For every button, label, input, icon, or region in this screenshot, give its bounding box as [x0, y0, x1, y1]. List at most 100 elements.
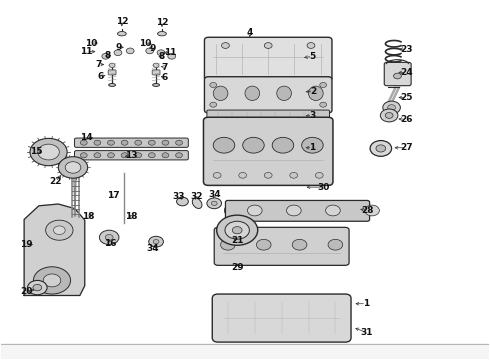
- Text: 3: 3: [309, 111, 316, 120]
- Circle shape: [80, 153, 87, 158]
- Circle shape: [126, 48, 134, 54]
- Text: 18: 18: [125, 212, 138, 221]
- Circle shape: [148, 153, 155, 158]
- Circle shape: [302, 137, 323, 153]
- Circle shape: [320, 82, 327, 87]
- Circle shape: [162, 140, 169, 145]
- Circle shape: [380, 109, 398, 122]
- Text: 33: 33: [173, 192, 185, 201]
- Circle shape: [385, 113, 393, 118]
- Circle shape: [27, 280, 47, 295]
- FancyBboxPatch shape: [384, 62, 411, 86]
- Circle shape: [99, 230, 119, 244]
- Circle shape: [114, 50, 122, 55]
- Circle shape: [121, 140, 128, 145]
- Circle shape: [105, 234, 113, 240]
- FancyBboxPatch shape: [214, 227, 349, 265]
- FancyBboxPatch shape: [0, 344, 490, 360]
- Circle shape: [149, 236, 163, 247]
- Text: 11: 11: [165, 48, 177, 57]
- Text: 31: 31: [360, 328, 372, 337]
- Text: 20: 20: [20, 287, 32, 296]
- Ellipse shape: [192, 198, 202, 208]
- Circle shape: [287, 205, 301, 216]
- Circle shape: [247, 205, 262, 216]
- Text: 11: 11: [80, 47, 93, 56]
- Text: 1: 1: [363, 299, 369, 308]
- Circle shape: [243, 137, 264, 153]
- Polygon shape: [24, 204, 85, 296]
- FancyBboxPatch shape: [204, 77, 332, 113]
- Circle shape: [365, 205, 379, 216]
- FancyBboxPatch shape: [212, 294, 351, 342]
- Circle shape: [102, 53, 110, 59]
- Text: 12: 12: [156, 18, 168, 27]
- Text: 6: 6: [161, 73, 168, 82]
- Ellipse shape: [153, 84, 159, 86]
- Circle shape: [121, 153, 128, 158]
- Circle shape: [94, 140, 101, 145]
- FancyBboxPatch shape: [108, 70, 116, 75]
- Ellipse shape: [109, 84, 116, 86]
- Text: 7: 7: [95, 60, 101, 69]
- Circle shape: [220, 239, 235, 250]
- Circle shape: [290, 172, 297, 178]
- Text: 4: 4: [246, 28, 253, 37]
- Text: 32: 32: [190, 192, 202, 201]
- Text: 9: 9: [116, 43, 122, 52]
- Ellipse shape: [277, 86, 292, 100]
- Circle shape: [211, 201, 217, 206]
- Text: 10: 10: [139, 39, 151, 48]
- Circle shape: [213, 172, 221, 178]
- Text: 14: 14: [80, 133, 93, 142]
- Ellipse shape: [213, 86, 228, 100]
- Circle shape: [393, 73, 401, 79]
- Text: 12: 12: [116, 17, 128, 26]
- Circle shape: [175, 153, 182, 158]
- Circle shape: [207, 198, 221, 209]
- Circle shape: [370, 140, 392, 156]
- Circle shape: [316, 172, 323, 178]
- Circle shape: [264, 42, 272, 48]
- Text: 29: 29: [231, 264, 244, 273]
- Text: 6: 6: [98, 72, 104, 81]
- Circle shape: [264, 172, 272, 178]
- Text: 8: 8: [159, 52, 165, 61]
- Text: 28: 28: [361, 206, 373, 215]
- Text: 16: 16: [104, 239, 117, 248]
- Circle shape: [43, 274, 61, 287]
- Circle shape: [109, 63, 115, 67]
- Circle shape: [80, 140, 87, 145]
- Ellipse shape: [245, 86, 260, 100]
- Text: 15: 15: [30, 147, 43, 156]
- Text: 30: 30: [317, 183, 329, 192]
- Circle shape: [168, 53, 175, 59]
- Text: 5: 5: [309, 52, 316, 61]
- Circle shape: [30, 138, 67, 166]
- FancyBboxPatch shape: [74, 150, 188, 160]
- Circle shape: [225, 221, 249, 239]
- Circle shape: [388, 105, 395, 111]
- Circle shape: [351, 203, 373, 219]
- Ellipse shape: [309, 86, 323, 100]
- Circle shape: [292, 239, 307, 250]
- Circle shape: [272, 137, 294, 153]
- Text: 26: 26: [400, 114, 413, 123]
- Circle shape: [256, 203, 278, 219]
- Text: 2: 2: [310, 86, 317, 95]
- FancyBboxPatch shape: [152, 70, 160, 75]
- Text: 9: 9: [150, 44, 156, 53]
- Circle shape: [210, 82, 217, 87]
- Circle shape: [213, 137, 235, 153]
- FancyBboxPatch shape: [203, 117, 333, 185]
- Circle shape: [33, 267, 71, 294]
- Circle shape: [65, 162, 81, 173]
- Circle shape: [58, 157, 88, 178]
- Circle shape: [320, 102, 327, 107]
- FancyBboxPatch shape: [74, 138, 188, 147]
- Text: 18: 18: [82, 212, 95, 221]
- Text: 19: 19: [20, 240, 32, 249]
- Circle shape: [33, 284, 42, 291]
- Text: 7: 7: [161, 63, 168, 72]
- Circle shape: [383, 101, 400, 114]
